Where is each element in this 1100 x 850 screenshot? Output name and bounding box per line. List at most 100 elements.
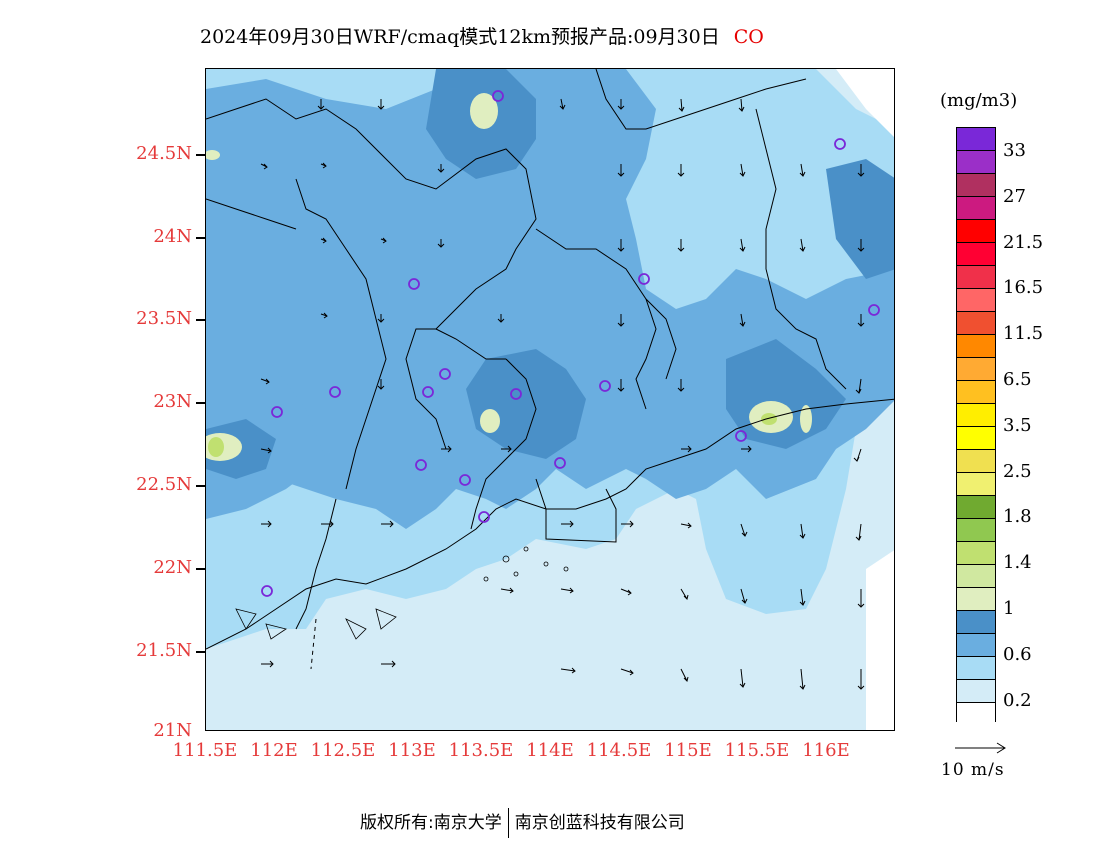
colorbar-cell	[957, 542, 995, 565]
x-tick-label: 114.5E	[586, 740, 652, 761]
x-tick-label: 115E	[664, 740, 712, 761]
legend-unit: (mg/m3)	[940, 90, 1018, 111]
wind-reference-arrow	[955, 742, 1006, 754]
footer-separator	[507, 808, 509, 838]
islands	[235, 546, 569, 640]
y-tick-mark	[196, 402, 205, 404]
legend-level-label: 6.5	[1003, 369, 1032, 390]
station-marker	[408, 278, 420, 290]
y-tick-label: 22.5N	[136, 474, 192, 495]
colorbar-cell	[957, 657, 995, 680]
hotspot	[800, 405, 812, 433]
colorbar-cell	[957, 611, 995, 634]
map-title: 2024年09月30日WRF/cmaq模式12km预报产品:09月30日 CO	[200, 22, 764, 49]
x-tick-label: 112E	[250, 740, 298, 761]
y-tick-label: 22N	[153, 557, 192, 578]
y-tick-label: 23N	[153, 391, 192, 412]
y-tick-mark	[196, 485, 205, 487]
y-tick-label: 24N	[153, 226, 192, 247]
x-tick-label: 113.5E	[448, 740, 514, 761]
y-tick-label: 23.5N	[136, 308, 192, 329]
y-tick-mark	[196, 568, 205, 570]
legend-level-label: 3.5	[1003, 414, 1032, 436]
x-tick-label: 114E	[526, 740, 574, 761]
colorbar-cell	[957, 565, 995, 588]
colorbar-cell	[957, 128, 995, 151]
wind-reference-label: 10 m/s	[941, 760, 1005, 780]
colorbar-cell	[957, 335, 995, 358]
contour-dark-ne	[826, 159, 894, 279]
hotspot	[206, 150, 220, 160]
colorbar-cell	[957, 358, 995, 381]
station-marker	[329, 386, 341, 398]
colorbar-cell	[957, 266, 995, 289]
legend-level-label: 1.4	[1003, 552, 1032, 574]
x-tick-label: 115.5E	[724, 740, 790, 761]
colorbar-cell	[957, 289, 995, 312]
footer: 版权所有:南京大学 南京创蓝科技有限公司	[360, 808, 685, 838]
station-marker	[271, 406, 283, 418]
boundaries	[206, 69, 894, 650]
colorbar-cell	[957, 243, 995, 266]
contour-dark-central	[466, 349, 586, 459]
station-marker	[422, 386, 434, 398]
station-markers	[261, 90, 880, 597]
colorbar-cell	[957, 680, 995, 703]
y-tick-mark	[196, 237, 205, 239]
title-text: 2024年09月30日WRF/cmaq模式12km预报产品:09月30日	[200, 26, 720, 48]
legend-level-label: 16.5	[1003, 277, 1044, 299]
station-marker	[459, 474, 471, 486]
station-marker	[638, 273, 650, 285]
legend-level-label: 33	[1003, 140, 1026, 161]
copyright-text: 版权所有:南京大学	[360, 813, 502, 833]
legend-level-label: 11.5	[1003, 323, 1044, 345]
colorbar-cell	[957, 220, 995, 243]
colorbar-cell	[957, 427, 995, 450]
y-tick-label: 21.5N	[136, 640, 192, 661]
station-marker	[599, 380, 611, 392]
map-canvas	[206, 69, 894, 730]
wind-vectors	[260, 98, 865, 690]
legend-level-label: 21.5	[1003, 231, 1044, 253]
station-marker	[261, 585, 273, 597]
x-tick-label: 111.5E	[172, 740, 238, 761]
legend-level-label: 2.5	[1003, 460, 1032, 482]
station-marker	[478, 511, 490, 523]
sea-clear-ne	[836, 69, 894, 137]
station-marker	[868, 304, 880, 316]
station-marker	[834, 138, 846, 150]
y-tick-mark	[196, 154, 205, 156]
hotspot-core	[208, 437, 224, 457]
colorbar-cell	[957, 473, 995, 496]
y-tick-mark	[196, 651, 205, 653]
company-text: 南京创蓝科技有限公司	[514, 813, 685, 833]
legend-level-label: 1.8	[1003, 506, 1032, 528]
legend-level-label: 0.6	[1003, 643, 1032, 665]
colorbar-cell	[957, 404, 995, 427]
station-marker	[735, 430, 747, 442]
y-tick-label: 24.5N	[136, 143, 192, 164]
x-tick-label: 113E	[388, 740, 436, 761]
legend-level-label: 0.2	[1003, 689, 1032, 711]
colorbar-cell	[957, 496, 995, 519]
legend-level-label: 27	[1003, 185, 1026, 207]
colorbar-cell	[957, 174, 995, 197]
colorbar-cell	[957, 381, 995, 404]
y-tick-label: 21N	[153, 720, 192, 741]
contour-1	[206, 69, 894, 529]
colorbar-cell	[957, 450, 995, 473]
x-tick-label: 112.5E	[310, 740, 376, 761]
colorbar-cell	[957, 151, 995, 174]
colorbar	[956, 127, 996, 726]
legend-level-label: 1	[1003, 598, 1015, 619]
sea-boundary	[310, 618, 317, 670]
y-tick-mark	[196, 319, 205, 321]
colorbar-cell	[957, 703, 995, 726]
station-marker	[439, 368, 451, 380]
hotspot-core	[761, 413, 777, 425]
colorbar-cell	[957, 634, 995, 657]
station-marker	[510, 388, 522, 400]
concentration-map[interactable]	[205, 68, 895, 731]
colorbar-cell	[957, 519, 995, 542]
colorbar-cell	[957, 197, 995, 220]
